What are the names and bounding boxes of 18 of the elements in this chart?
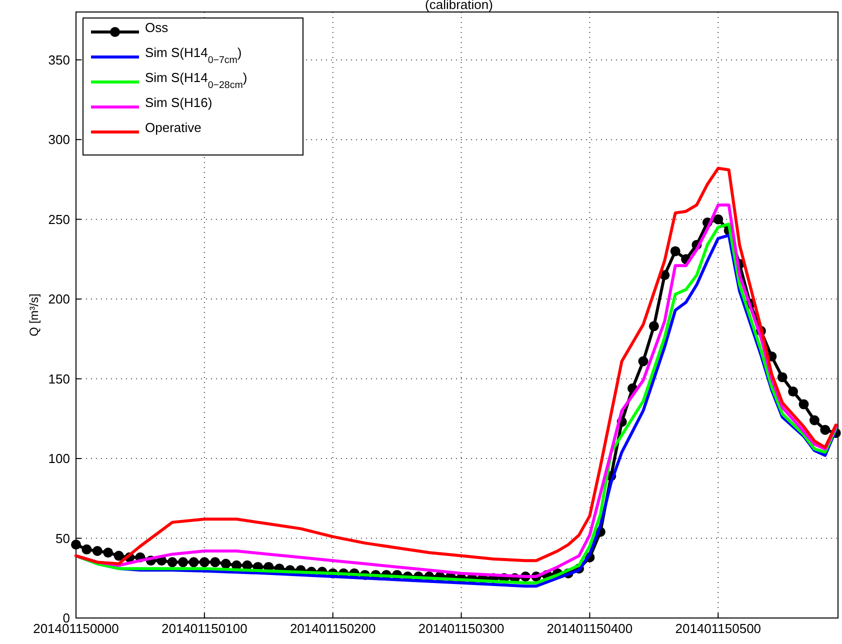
- x-tick-label: 201401150100: [162, 621, 248, 636]
- y-tick-label: 350: [48, 52, 70, 68]
- legend-label: Operative: [145, 120, 202, 135]
- legend-label: Sim S(H16): [145, 95, 212, 110]
- y-tick-label: 300: [48, 132, 70, 148]
- legend-label: Oss: [145, 20, 169, 35]
- x-tick-label: 201401150300: [418, 621, 504, 636]
- legend-label: Sim S(H14$_{0−7cm}$): [145, 45, 242, 66]
- y-tick-label: 50: [56, 530, 70, 546]
- y-tick-label: 100: [48, 451, 70, 466]
- x-tick-label: 201401150400: [546, 621, 633, 636]
- x-tick-label: 201401150500: [675, 621, 762, 636]
- y-axis-title: Q [m³/s]: [27, 294, 41, 336]
- x-tick-label: 201401150200: [290, 621, 376, 636]
- y-tick-label: 200: [48, 292, 70, 307]
- y-tick-label: 150: [48, 371, 70, 386]
- y-tick-label: 250: [48, 212, 70, 227]
- legend-label: Sim S(H14$_{0−28cm}$): [145, 70, 248, 90]
